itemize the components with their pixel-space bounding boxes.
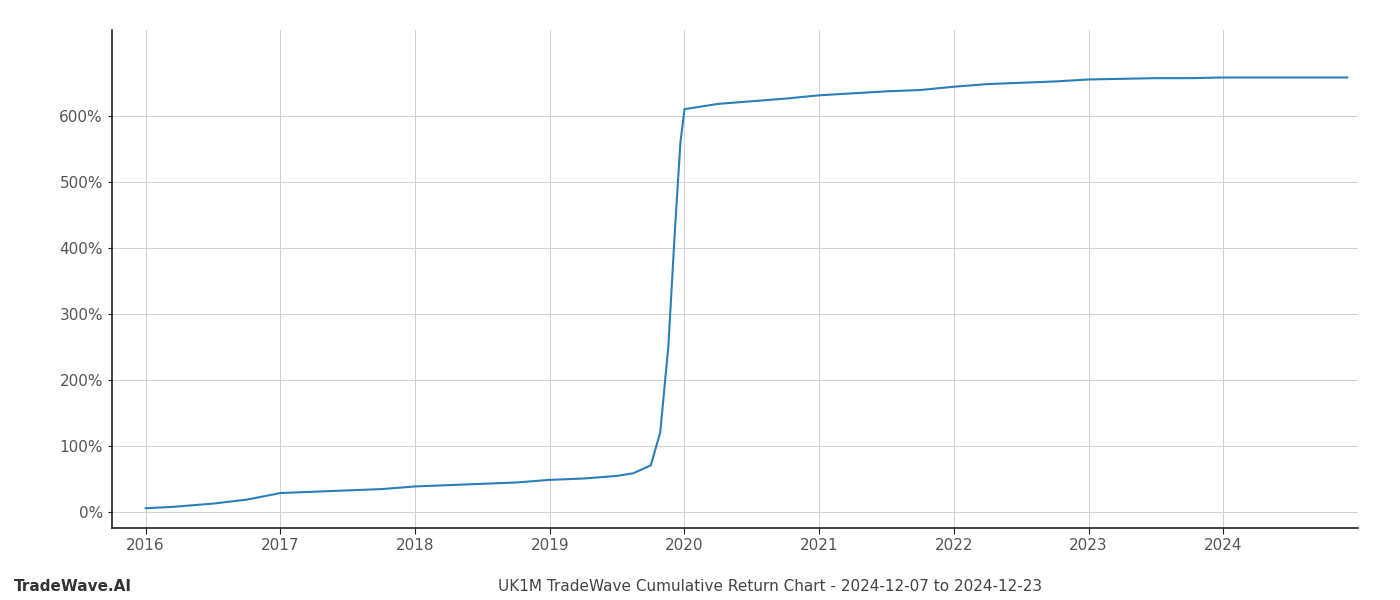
Text: TradeWave.AI: TradeWave.AI <box>14 579 132 594</box>
Text: UK1M TradeWave Cumulative Return Chart - 2024-12-07 to 2024-12-23: UK1M TradeWave Cumulative Return Chart -… <box>498 579 1042 594</box>
